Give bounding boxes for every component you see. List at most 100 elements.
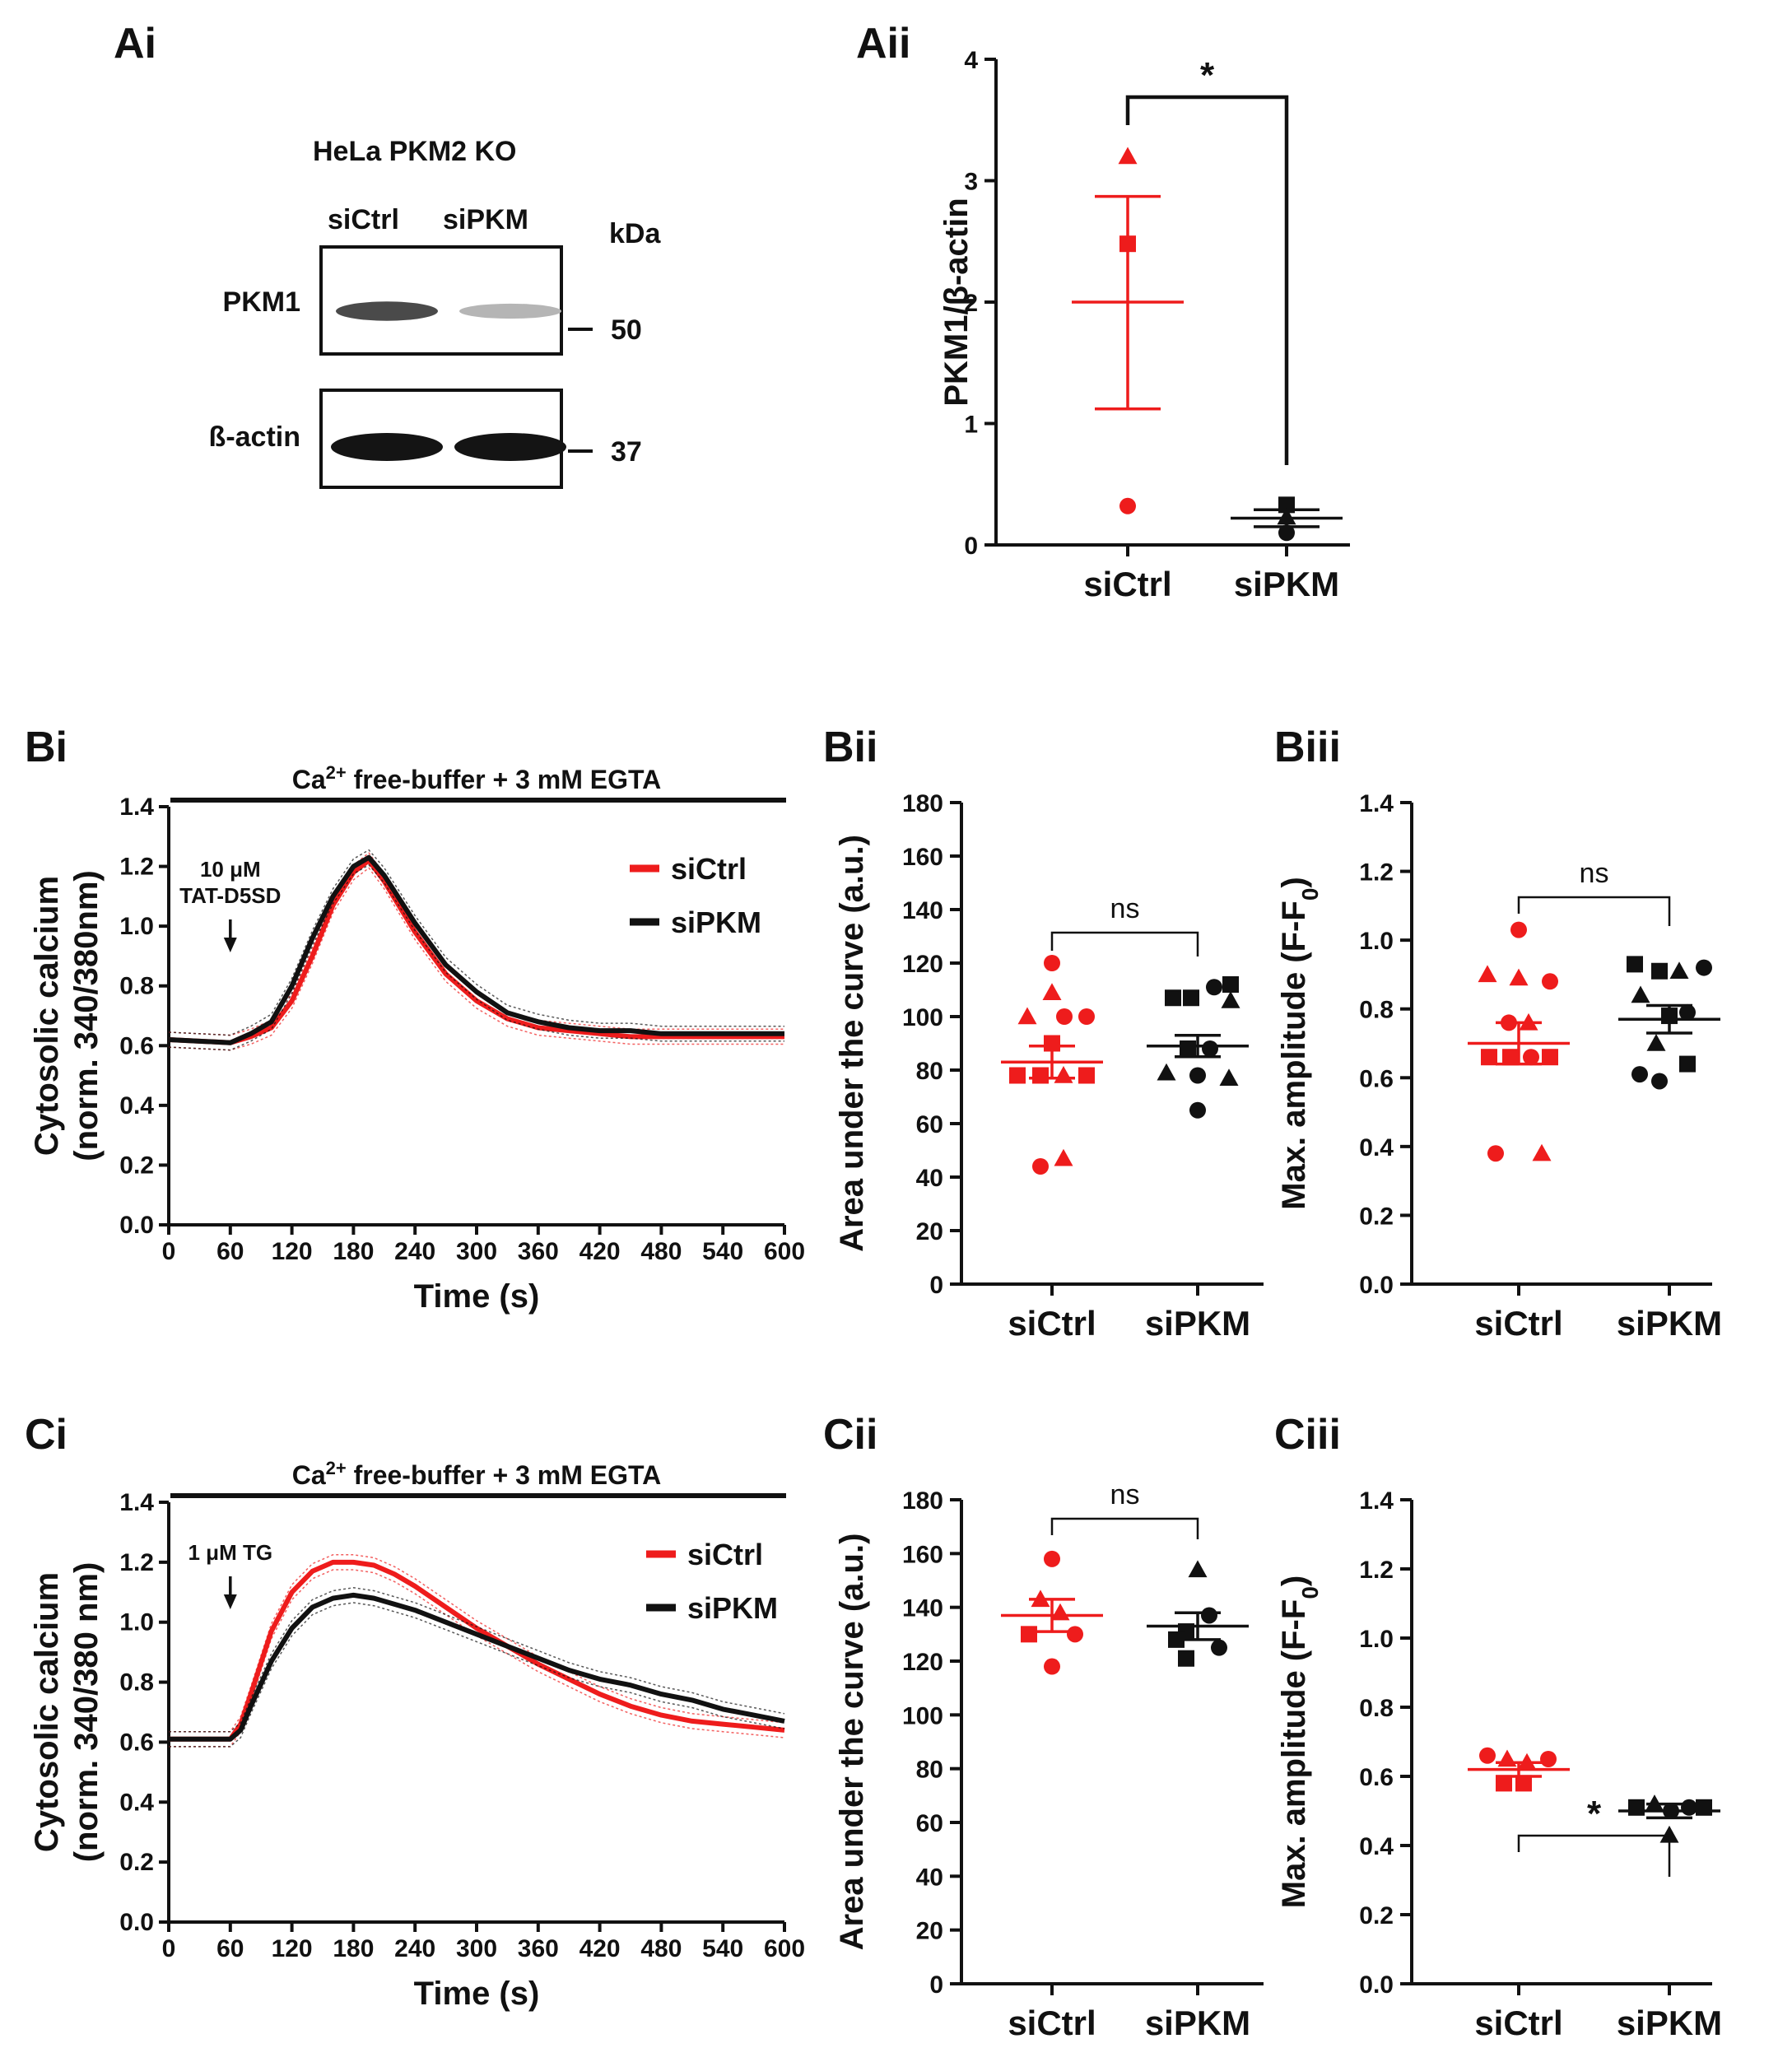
x-tick-label: 180 xyxy=(333,1238,374,1265)
x-tick-label: 600 xyxy=(764,1238,805,1265)
sem-envelope-upper-siPKM xyxy=(169,1587,785,1733)
data-point-square xyxy=(1661,1008,1678,1025)
y-tick-label: 0.6 xyxy=(1359,1065,1394,1092)
blot-frame-pkm1 xyxy=(319,245,563,356)
x-category-label: siPKM xyxy=(1617,2004,1722,2042)
data-point-square xyxy=(1009,1067,1026,1084)
y-tick-label: 60 xyxy=(916,1810,943,1837)
y-axis-title: PKM1/β-actin xyxy=(938,198,975,406)
y-tick-label: 0.4 xyxy=(1359,1134,1394,1161)
blot-kda-label: kDa xyxy=(609,218,661,249)
y-axis-title: Max. amplitude (F-F0) xyxy=(1276,877,1323,1209)
sem-envelope-lower-siPKM xyxy=(168,863,784,1051)
data-point-triangle xyxy=(1050,1603,1070,1621)
data-point-square xyxy=(1542,1049,1558,1066)
x-category-label: siPKM xyxy=(1234,565,1339,603)
y-tick-label: 140 xyxy=(902,897,943,924)
blot-bands-pkm1 xyxy=(336,301,561,321)
y-tick-label: 100 xyxy=(902,1004,943,1031)
stimulus-arrow-head xyxy=(223,938,237,952)
y-tick-label: 0.4 xyxy=(119,1092,154,1119)
data-point-circle xyxy=(1044,1658,1060,1675)
data-point-circle xyxy=(1067,1626,1083,1643)
y-tick-label: 120 xyxy=(902,1649,943,1676)
series-siPKM xyxy=(1147,1560,1249,1667)
x-tick-label: 540 xyxy=(702,1238,743,1265)
x-tick-label: 420 xyxy=(579,1238,621,1265)
panel-label-ciii: Ciii xyxy=(1274,1411,1341,1459)
y-tick-label: 0.8 xyxy=(119,1669,154,1697)
data-point-circle xyxy=(1056,1008,1073,1025)
y-tick-label: 160 xyxy=(902,844,943,871)
data-point-triangle xyxy=(1017,1007,1037,1025)
x-tick-label: 240 xyxy=(394,1238,435,1265)
x-tick-label: 600 xyxy=(764,1935,805,1962)
data-point-circle xyxy=(1119,497,1136,514)
data-point-triangle xyxy=(1157,1063,1176,1081)
y-tick-label: 0.4 xyxy=(1359,1833,1394,1860)
data-point-square xyxy=(1651,962,1668,980)
data-point-square xyxy=(1278,496,1295,514)
data-point-square xyxy=(1178,1650,1194,1667)
data-point-triangle xyxy=(1519,1012,1538,1031)
x-tick-label: 480 xyxy=(640,1238,682,1265)
data-point-circle xyxy=(1189,1067,1206,1084)
series-line-siCtrl xyxy=(168,858,784,1045)
data-point-triangle xyxy=(1042,983,1062,1000)
y-tick-label: 0.4 xyxy=(119,1789,154,1816)
data-point-circle xyxy=(1542,973,1558,990)
data-point-triangle xyxy=(1532,1143,1552,1161)
data-point-circle xyxy=(1679,1003,1696,1021)
data-point-square xyxy=(1165,989,1181,1007)
y-tick-label: 1.2 xyxy=(1359,1557,1394,1584)
significance-label: ns xyxy=(1580,858,1609,889)
x-category-label: siPKM xyxy=(1145,1304,1250,1343)
y-tick-label: 0.0 xyxy=(1359,1272,1394,1299)
data-point-circle xyxy=(1078,1008,1095,1025)
data-point-circle xyxy=(1651,1073,1668,1090)
y-axis-title-line1: Cytosolic calcium xyxy=(29,876,65,1156)
blot-band xyxy=(459,303,561,319)
data-point-square xyxy=(1696,1799,1712,1816)
blot-band xyxy=(336,301,438,321)
x-category-label: siCtrl xyxy=(1083,565,1171,603)
chart-ci: Ca2+ free-buffer + 3 mM EGTA 0.0 0.2 0.4 0.6… xyxy=(29,1458,805,2013)
y-tick-label: 1.4 xyxy=(119,794,154,821)
y-tick-label: 4 xyxy=(964,47,978,74)
y-axis-title: Area under the curve (a.u.) xyxy=(834,1534,870,1951)
data-point-triangle xyxy=(1669,961,1689,979)
significance-label: * xyxy=(1200,55,1215,95)
x-category-label: siCtrl xyxy=(1474,2004,1562,2042)
data-point-circle xyxy=(1189,1101,1206,1119)
data-point-triangle xyxy=(1277,507,1296,525)
x-tick-label: 0 xyxy=(162,1238,176,1265)
significance-bracket xyxy=(1517,896,1671,926)
data-point-triangle xyxy=(1219,1068,1239,1086)
series-siCtrl xyxy=(1001,955,1103,1175)
data-point-triangle xyxy=(1497,1749,1517,1767)
significance-bracket xyxy=(1050,931,1199,957)
data-point-square xyxy=(1168,1631,1185,1648)
data-point-triangle xyxy=(1188,1560,1208,1578)
y-tick-label: 1.0 xyxy=(119,913,154,940)
data-point-triangle xyxy=(1118,147,1138,165)
x-tick-label: 120 xyxy=(272,1238,313,1265)
y-tick-label: 1.4 xyxy=(1359,790,1394,817)
data-point-triangle xyxy=(1031,1590,1050,1608)
legend-label-siPKM: siPKM xyxy=(671,905,761,939)
data-point-triangle xyxy=(1646,1034,1666,1051)
buffer-label: Ca2+ free-buffer + 3 mM EGTA xyxy=(292,762,662,795)
data-point-circle xyxy=(1631,1066,1648,1083)
y-tick-label: 0.6 xyxy=(1359,1764,1394,1791)
stimulus-label-line1: 1 μM TG xyxy=(189,1540,273,1565)
blot-band xyxy=(331,433,443,461)
y-axis-title: Area under the curve (a.u.) xyxy=(834,835,870,1252)
panel-label-ci: Ci xyxy=(25,1411,67,1459)
data-point-square xyxy=(1044,1035,1060,1052)
x-axis-title: Time (s) xyxy=(414,1976,540,2012)
data-point-circle xyxy=(1278,524,1295,542)
y-tick-label: 40 xyxy=(916,1165,943,1192)
x-tick-label: 360 xyxy=(518,1935,559,1962)
sem-envelope-upper-siPKM xyxy=(168,849,784,1036)
